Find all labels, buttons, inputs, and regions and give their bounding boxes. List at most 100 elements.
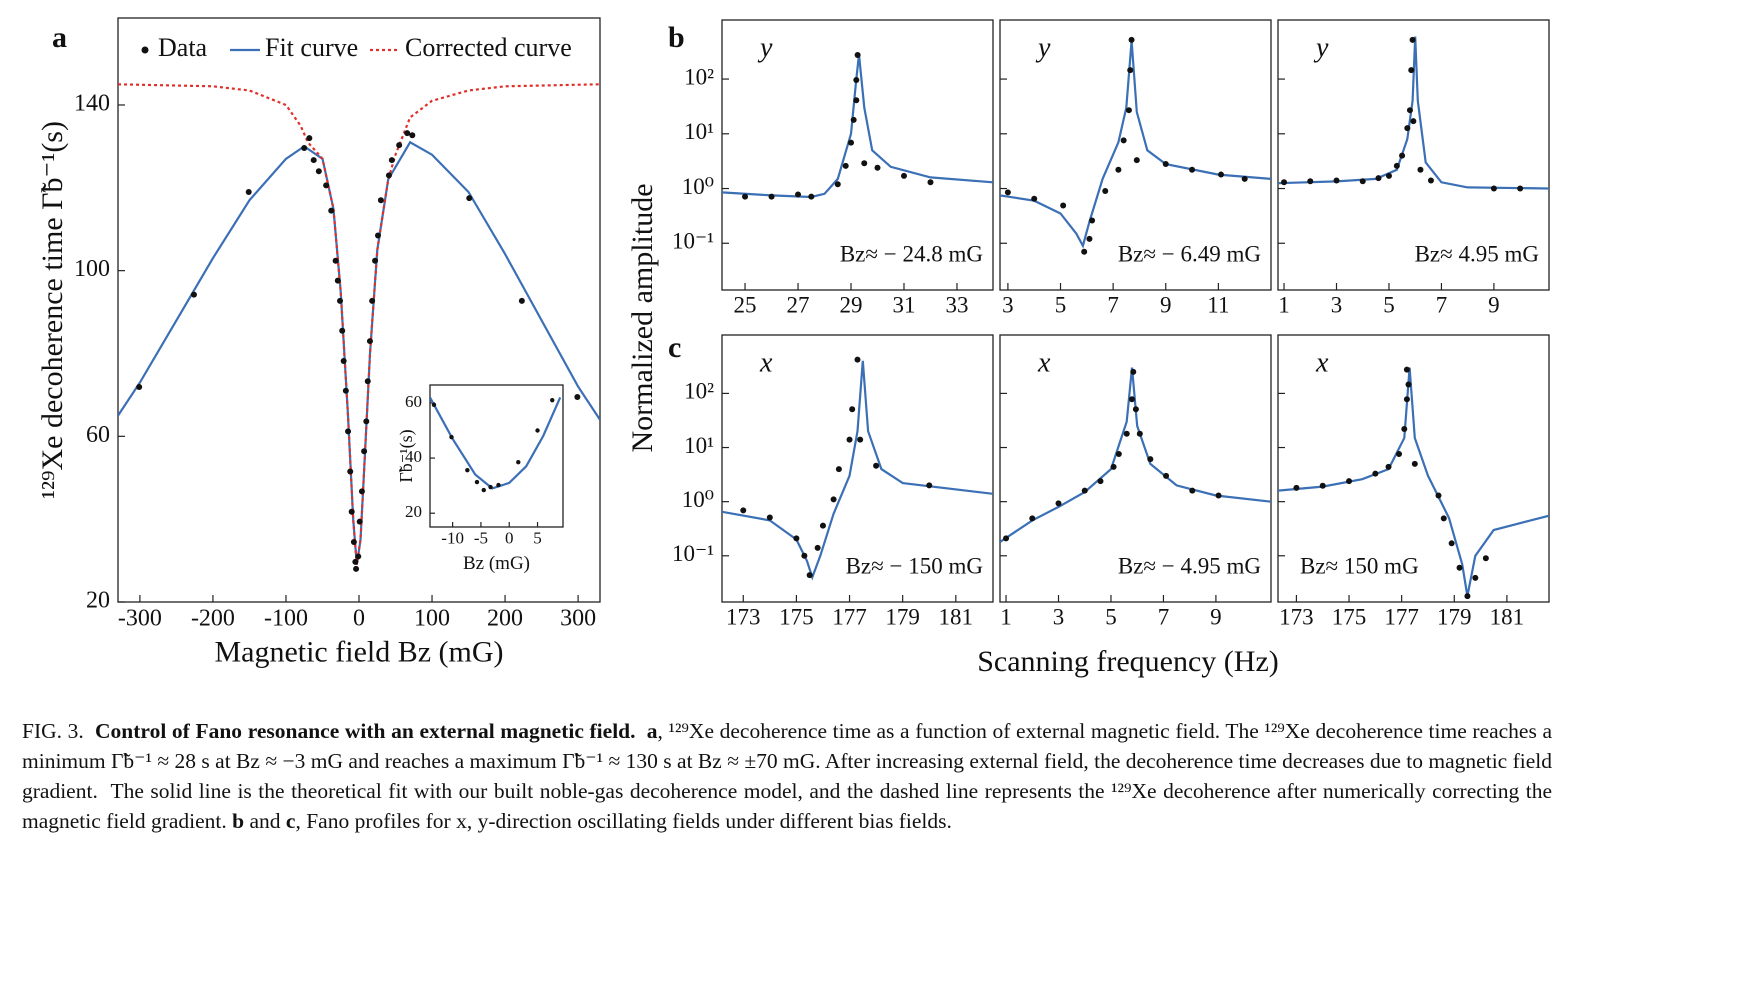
y-tick-label: 100 bbox=[74, 256, 110, 282]
data-point bbox=[795, 191, 802, 198]
data-point bbox=[900, 172, 907, 179]
data-point bbox=[1097, 478, 1104, 485]
legend-label: Data bbox=[158, 33, 208, 62]
data-point bbox=[388, 157, 395, 164]
data-point bbox=[1375, 175, 1382, 182]
data-point bbox=[474, 479, 480, 485]
data-point bbox=[1396, 450, 1403, 457]
data-point bbox=[814, 544, 821, 551]
data-point bbox=[328, 207, 335, 214]
x-tick-label: 33 bbox=[945, 293, 968, 318]
x-tick-label: 29 bbox=[840, 293, 863, 318]
data-point bbox=[1393, 162, 1400, 169]
x-tick-label: -100 bbox=[264, 606, 308, 632]
data-point bbox=[853, 77, 860, 84]
data-point bbox=[850, 116, 857, 123]
data-point bbox=[574, 393, 581, 400]
data-point bbox=[808, 193, 815, 200]
data-point bbox=[793, 535, 800, 542]
data-point bbox=[396, 142, 403, 149]
data-point bbox=[1003, 535, 1010, 542]
data-point bbox=[1435, 492, 1442, 499]
chart: 173 175 177 179 181 10⁻¹ 10⁰ 10¹ 10² x Bz≈ − 150 m… bbox=[672, 334, 994, 630]
data-point bbox=[496, 482, 501, 488]
curve bbox=[430, 396, 562, 490]
data-point bbox=[1333, 177, 1340, 184]
data-point bbox=[1448, 540, 1455, 547]
data-point bbox=[409, 132, 416, 139]
caption-text: Control of Fano resonance with an extern… bbox=[95, 719, 636, 743]
caption-text: c bbox=[285, 809, 296, 833]
x-tick-label: 100 bbox=[414, 606, 450, 632]
data-point bbox=[306, 135, 313, 142]
y-axis-label: Γ̃b⁻¹(s) bbox=[396, 429, 417, 482]
y-tick-label: 20 bbox=[86, 588, 110, 614]
data-point bbox=[1147, 456, 1154, 463]
data-point bbox=[1218, 171, 1225, 178]
data-point bbox=[363, 418, 370, 425]
x-tick-label: -300 bbox=[118, 606, 162, 632]
data-point bbox=[366, 338, 373, 345]
data-point bbox=[136, 384, 143, 391]
data-point bbox=[369, 297, 376, 304]
data-point bbox=[1110, 463, 1117, 470]
data-point bbox=[481, 487, 486, 493]
data-point bbox=[1319, 482, 1326, 489]
data-point bbox=[535, 428, 540, 433]
data-point bbox=[345, 428, 352, 435]
x-tick-label: 7 bbox=[1436, 293, 1448, 318]
data-point bbox=[926, 482, 933, 489]
curve bbox=[1000, 367, 1271, 543]
data-point bbox=[1120, 137, 1127, 144]
x-tick-label: 1 bbox=[1000, 605, 1012, 630]
data-point bbox=[190, 291, 197, 298]
data-point bbox=[1029, 515, 1036, 522]
data-point bbox=[1115, 450, 1122, 457]
y-tick-label: 60 bbox=[86, 422, 110, 448]
axis-letter: y bbox=[757, 32, 773, 63]
data-point bbox=[1472, 574, 1479, 581]
axis-letter: y bbox=[1313, 32, 1329, 63]
caption-text: and bbox=[244, 809, 286, 833]
data-point bbox=[334, 277, 341, 284]
data-point bbox=[1189, 487, 1196, 494]
data-point bbox=[301, 145, 308, 152]
data-point bbox=[347, 468, 354, 475]
data-point bbox=[372, 257, 379, 264]
x-tick-label: 175 bbox=[779, 605, 814, 630]
data-point bbox=[352, 558, 359, 565]
data-point bbox=[857, 436, 864, 443]
shared-y-label: Normalized amplitude bbox=[626, 183, 659, 452]
annotation: Bz≈ − 24.8 mG bbox=[840, 241, 983, 266]
curve bbox=[1278, 367, 1549, 597]
data-point bbox=[361, 448, 368, 455]
x-axis-label: Bz (mG) bbox=[463, 553, 530, 574]
x-tick-label: 5 bbox=[1055, 293, 1067, 318]
x-tick-label: 200 bbox=[487, 606, 523, 632]
data-point bbox=[1403, 396, 1410, 403]
x-tick-label: 5 bbox=[1383, 293, 1395, 318]
y-tick-label: 140 bbox=[74, 90, 110, 116]
plot-frame bbox=[999, 334, 1272, 603]
shared-x-label: Scanning frequency (Hz) bbox=[977, 645, 1279, 678]
data-point bbox=[1399, 152, 1406, 159]
data-point bbox=[1410, 118, 1417, 125]
data-point bbox=[1405, 381, 1412, 388]
data-point bbox=[1123, 430, 1130, 437]
plot-frame bbox=[1277, 334, 1550, 603]
legend-marker bbox=[141, 46, 149, 54]
data-point bbox=[1089, 217, 1096, 224]
data-point bbox=[488, 484, 493, 490]
legend-label: Corrected curve bbox=[405, 33, 572, 62]
data-point bbox=[337, 297, 344, 304]
x-tick-label: 25 bbox=[734, 293, 757, 318]
x-tick-label: 179 bbox=[1437, 605, 1472, 630]
y-tick-label: 10² bbox=[684, 64, 714, 89]
data-point bbox=[846, 436, 853, 443]
x-tick-label: 5 bbox=[533, 529, 542, 548]
data-point bbox=[1411, 460, 1418, 467]
data-point bbox=[332, 257, 339, 264]
y-tick-label: 60 bbox=[405, 392, 422, 411]
data-point bbox=[550, 397, 555, 403]
x-tick-label: -200 bbox=[191, 606, 235, 632]
